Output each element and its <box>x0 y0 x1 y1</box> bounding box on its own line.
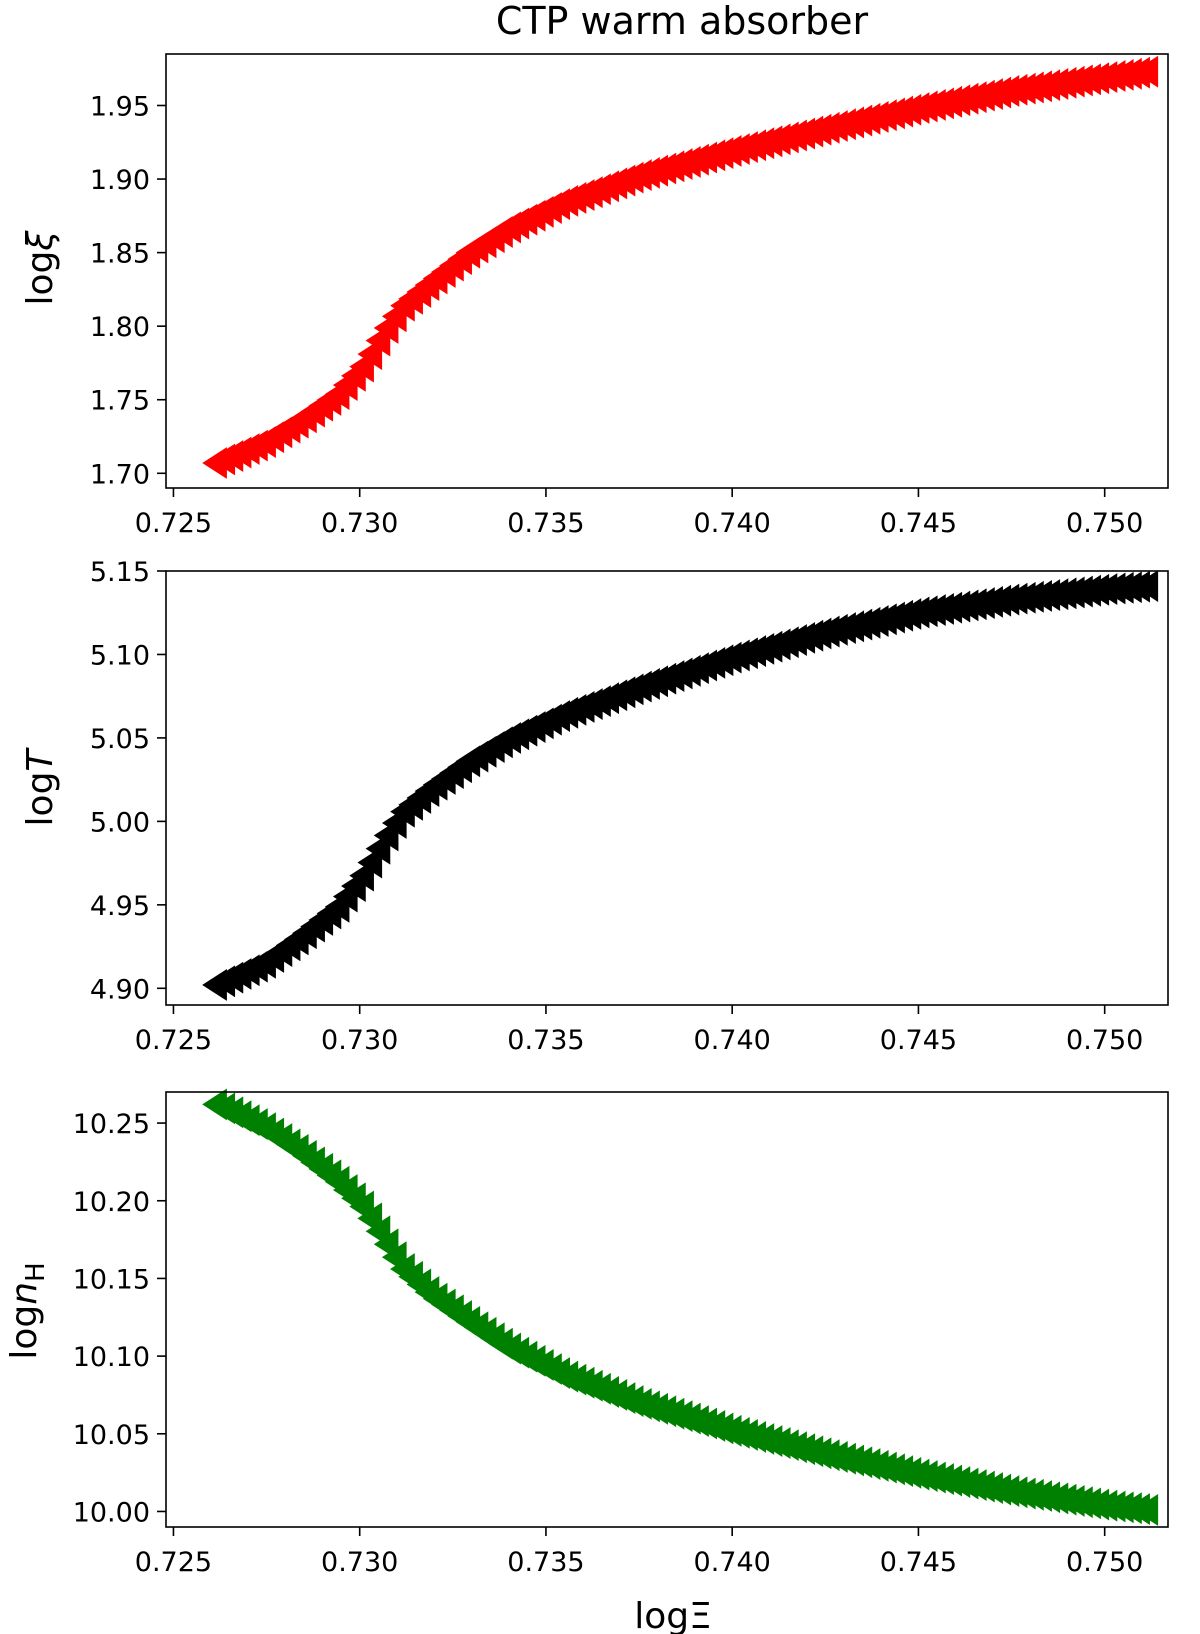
y-tick-label: 10.10 <box>73 1342 150 1373</box>
x-tick-label: 0.740 <box>694 1025 771 1056</box>
x-tick-label: 0.745 <box>880 1547 957 1578</box>
plot-frame <box>165 53 1169 489</box>
y-tick-label: 10.00 <box>73 1497 150 1528</box>
x-axis-label: logΞ <box>634 1596 712 1634</box>
x-tick-label: 0.735 <box>507 1025 584 1056</box>
x-tick-label: 0.730 <box>321 1547 398 1578</box>
x-tick-label: 0.745 <box>880 1025 957 1056</box>
y-axis-label: lognH <box>4 1262 51 1359</box>
x-tick-label: 0.745 <box>880 508 957 539</box>
y-tick-label: 1.80 <box>90 312 150 343</box>
y-tick-label: 10.25 <box>73 1109 150 1140</box>
y-tick-label: 10.20 <box>73 1187 150 1218</box>
y-tick-label: 1.75 <box>90 386 150 417</box>
x-tick-label: 0.750 <box>1066 508 1143 539</box>
x-tick-label: 0.725 <box>135 1025 212 1056</box>
data-point <box>1133 1493 1159 1526</box>
y-tick-label: 5.00 <box>90 807 150 838</box>
series-markers <box>202 55 1159 479</box>
y-tick-label: 1.90 <box>90 165 150 196</box>
x-tick-label: 0.730 <box>321 1025 398 1056</box>
y-tick-label: 10.05 <box>73 1420 150 1451</box>
y-axis-label: logξ <box>20 230 61 306</box>
panel-ionization-parameter: 0.725 0.730 0.735 0.740 0.745 0.750 1.70 1.75 1.… <box>20 53 1169 539</box>
x-tick-label: 0.750 <box>1066 1025 1143 1056</box>
panel-hydrogen-density: 0.725 0.730 0.735 0.740 0.745 0.750 10.00 10.05… <box>4 1088 1169 1578</box>
figure-title: CTP warm absorber <box>496 0 869 43</box>
series-markers <box>202 570 1159 1001</box>
y-tick-label: 1.95 <box>90 91 150 122</box>
y-tick-label: 10.15 <box>73 1264 150 1295</box>
x-tick-label: 0.750 <box>1066 1547 1143 1578</box>
x-tick-label: 0.730 <box>321 508 398 539</box>
y-tick-label: 4.90 <box>90 974 150 1005</box>
x-tick-label: 0.735 <box>507 1547 584 1578</box>
data-point <box>1133 570 1159 602</box>
plot-frame <box>165 570 1169 1006</box>
series-markers <box>202 1088 1159 1526</box>
x-tick-label: 0.740 <box>694 1547 771 1578</box>
x-tick-label: 0.740 <box>694 508 771 539</box>
y-tick-label: 5.10 <box>90 640 150 671</box>
y-tick-label: 5.15 <box>90 557 150 588</box>
y-axis-label: logT <box>20 747 61 827</box>
x-tick-label: 0.735 <box>507 508 584 539</box>
x-tick-label: 0.725 <box>135 508 212 539</box>
data-point <box>1133 55 1159 88</box>
x-tick-label: 0.725 <box>135 1547 212 1578</box>
y-tick-label: 5.05 <box>90 724 150 755</box>
panel-temperature: 0.725 0.730 0.735 0.740 0.745 0.750 4.90 4.95 5.… <box>20 557 1169 1056</box>
y-tick-label: 1.85 <box>90 239 150 270</box>
y-tick-label: 1.70 <box>90 459 150 490</box>
plot-frame <box>165 1091 1169 1528</box>
y-tick-label: 4.95 <box>90 891 150 922</box>
